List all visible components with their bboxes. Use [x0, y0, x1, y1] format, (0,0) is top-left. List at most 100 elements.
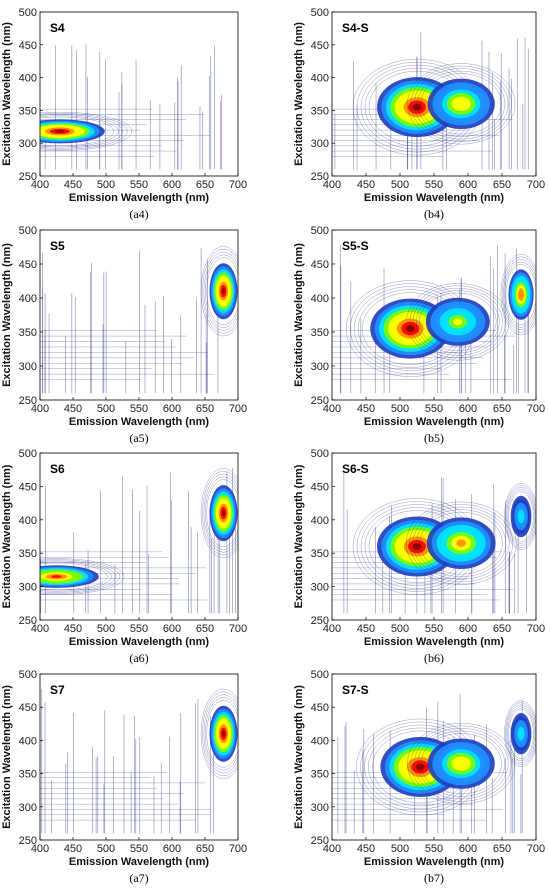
y-axis-label: Excitation Wavelength (nm): [1, 22, 13, 166]
peak-level: [519, 730, 523, 738]
y-axis-label: Excitation Wavelength (nm): [293, 22, 305, 166]
y-tick-label: 300: [19, 138, 37, 150]
panel-caption: (a4): [129, 207, 148, 221]
x-tick-label: 500: [391, 403, 409, 415]
scatter-blank-region: [40, 12, 113, 88]
y-tick-label: 300: [19, 582, 37, 594]
x-tick-label: 600: [163, 403, 181, 415]
scatter-blank-region: [40, 230, 113, 309]
panel-2: 400 450 500 550 600 650 700250300350400450500E…: [293, 7, 545, 221]
x-tick-label: 700: [527, 623, 545, 635]
peak-1: [40, 111, 133, 151]
peak-level: [412, 543, 422, 550]
x-tick-label: 650: [196, 623, 214, 635]
panel-title: S4: [50, 21, 65, 35]
x-tick-label: 650: [493, 179, 511, 191]
x-tick-label: 450: [64, 843, 82, 855]
panel-title: S7-S: [342, 683, 369, 697]
x-tick-label: 700: [527, 179, 545, 191]
panel-title: S6: [50, 462, 65, 476]
peak-3: [504, 700, 536, 768]
x-axis-label: Emission Wavelength (nm): [69, 192, 210, 204]
x-tick-label: 550: [425, 623, 443, 635]
y-tick-label: 400: [19, 735, 37, 747]
x-tick-label: 650: [493, 623, 511, 635]
x-tick-label: 400: [323, 403, 341, 415]
peak-level: [221, 288, 226, 295]
y-tick-label: 350: [311, 769, 329, 781]
x-tick-label: 500: [391, 623, 409, 635]
x-tick-label: 400: [323, 623, 341, 635]
y-tick-label: 300: [311, 361, 329, 373]
x-axis-label: Emission Wavelength (nm): [364, 416, 505, 428]
contour-layer: [40, 230, 238, 394]
x-tick-label: 700: [229, 623, 247, 635]
y-tick-label: 400: [311, 73, 329, 85]
peak-level: [519, 291, 523, 298]
panel-caption: (b7): [424, 871, 444, 885]
peak-level: [415, 763, 425, 771]
y-tick-label: 300: [19, 802, 37, 814]
x-tick-label: 400: [323, 843, 341, 855]
y-axis-label: Excitation Wavelength (nm): [1, 243, 13, 387]
y-tick-label: 400: [311, 293, 329, 305]
x-tick-label: 550: [130, 403, 148, 415]
y-tick-label: 400: [19, 293, 37, 305]
x-tick-label: 450: [64, 403, 82, 415]
y-tick-label: 250: [311, 615, 329, 627]
peak-level: [221, 510, 226, 517]
x-tick-label: 450: [64, 623, 82, 635]
y-tick-label: 400: [19, 515, 37, 527]
x-tick-label: 600: [459, 403, 477, 415]
peak-2: [406, 283, 510, 361]
panel-title: S5: [50, 239, 65, 253]
y-tick-label: 300: [311, 802, 329, 814]
panel-title: S7: [50, 683, 65, 697]
x-tick-label: 450: [64, 179, 82, 191]
x-tick-label: 600: [459, 623, 477, 635]
y-tick-label: 300: [311, 138, 329, 150]
y-tick-label: 350: [311, 327, 329, 339]
x-tick-label: 500: [97, 403, 115, 415]
scatter-blank-region: [332, 230, 407, 309]
peak-level: [453, 318, 463, 326]
peak-level: [51, 575, 62, 578]
y-tick-label: 450: [19, 702, 37, 714]
peak-2: [407, 63, 516, 145]
y-tick-label: 450: [311, 40, 329, 52]
panel-4: 400 450 500 550 600 650 700250300350400450500E…: [293, 225, 545, 445]
peak-2: [405, 501, 517, 585]
y-tick-label: 350: [19, 769, 37, 781]
x-tick-label: 700: [527, 843, 545, 855]
scatter-blank-region: [332, 12, 407, 88]
x-tick-label: 500: [97, 843, 115, 855]
peak-level: [412, 103, 422, 111]
x-tick-label: 450: [357, 623, 375, 635]
y-tick-label: 250: [311, 835, 329, 847]
y-tick-label: 450: [311, 259, 329, 271]
panel-title: S6-S: [342, 462, 369, 476]
y-axis-label: Excitation Wavelength (nm): [293, 464, 305, 608]
panel-7: 400 450 500 550 600 650 700250300350400450500E…: [1, 669, 247, 885]
scatter-blank-region: [332, 674, 407, 751]
peak-level: [456, 100, 467, 108]
x-axis-label: Emission Wavelength (nm): [69, 856, 210, 868]
x-tick-label: 500: [391, 843, 409, 855]
x-tick-label: 700: [229, 403, 247, 415]
x-tick-label: 400: [31, 403, 49, 415]
panel-caption: (b6): [424, 651, 444, 665]
y-tick-label: 350: [311, 548, 329, 560]
panel-6: 400 450 500 550 600 650 700250300350400450500E…: [293, 448, 545, 665]
x-tick-label: 600: [163, 623, 181, 635]
peak-level: [456, 760, 467, 768]
panel-title: S5-S: [342, 239, 369, 253]
y-tick-label: 500: [311, 669, 329, 681]
peak-1: [200, 246, 238, 337]
panel-caption: (a5): [129, 431, 148, 445]
y-tick-label: 500: [19, 7, 37, 19]
peak-1: [200, 688, 238, 779]
y-tick-label: 500: [311, 225, 329, 237]
peak-1: [40, 558, 125, 595]
